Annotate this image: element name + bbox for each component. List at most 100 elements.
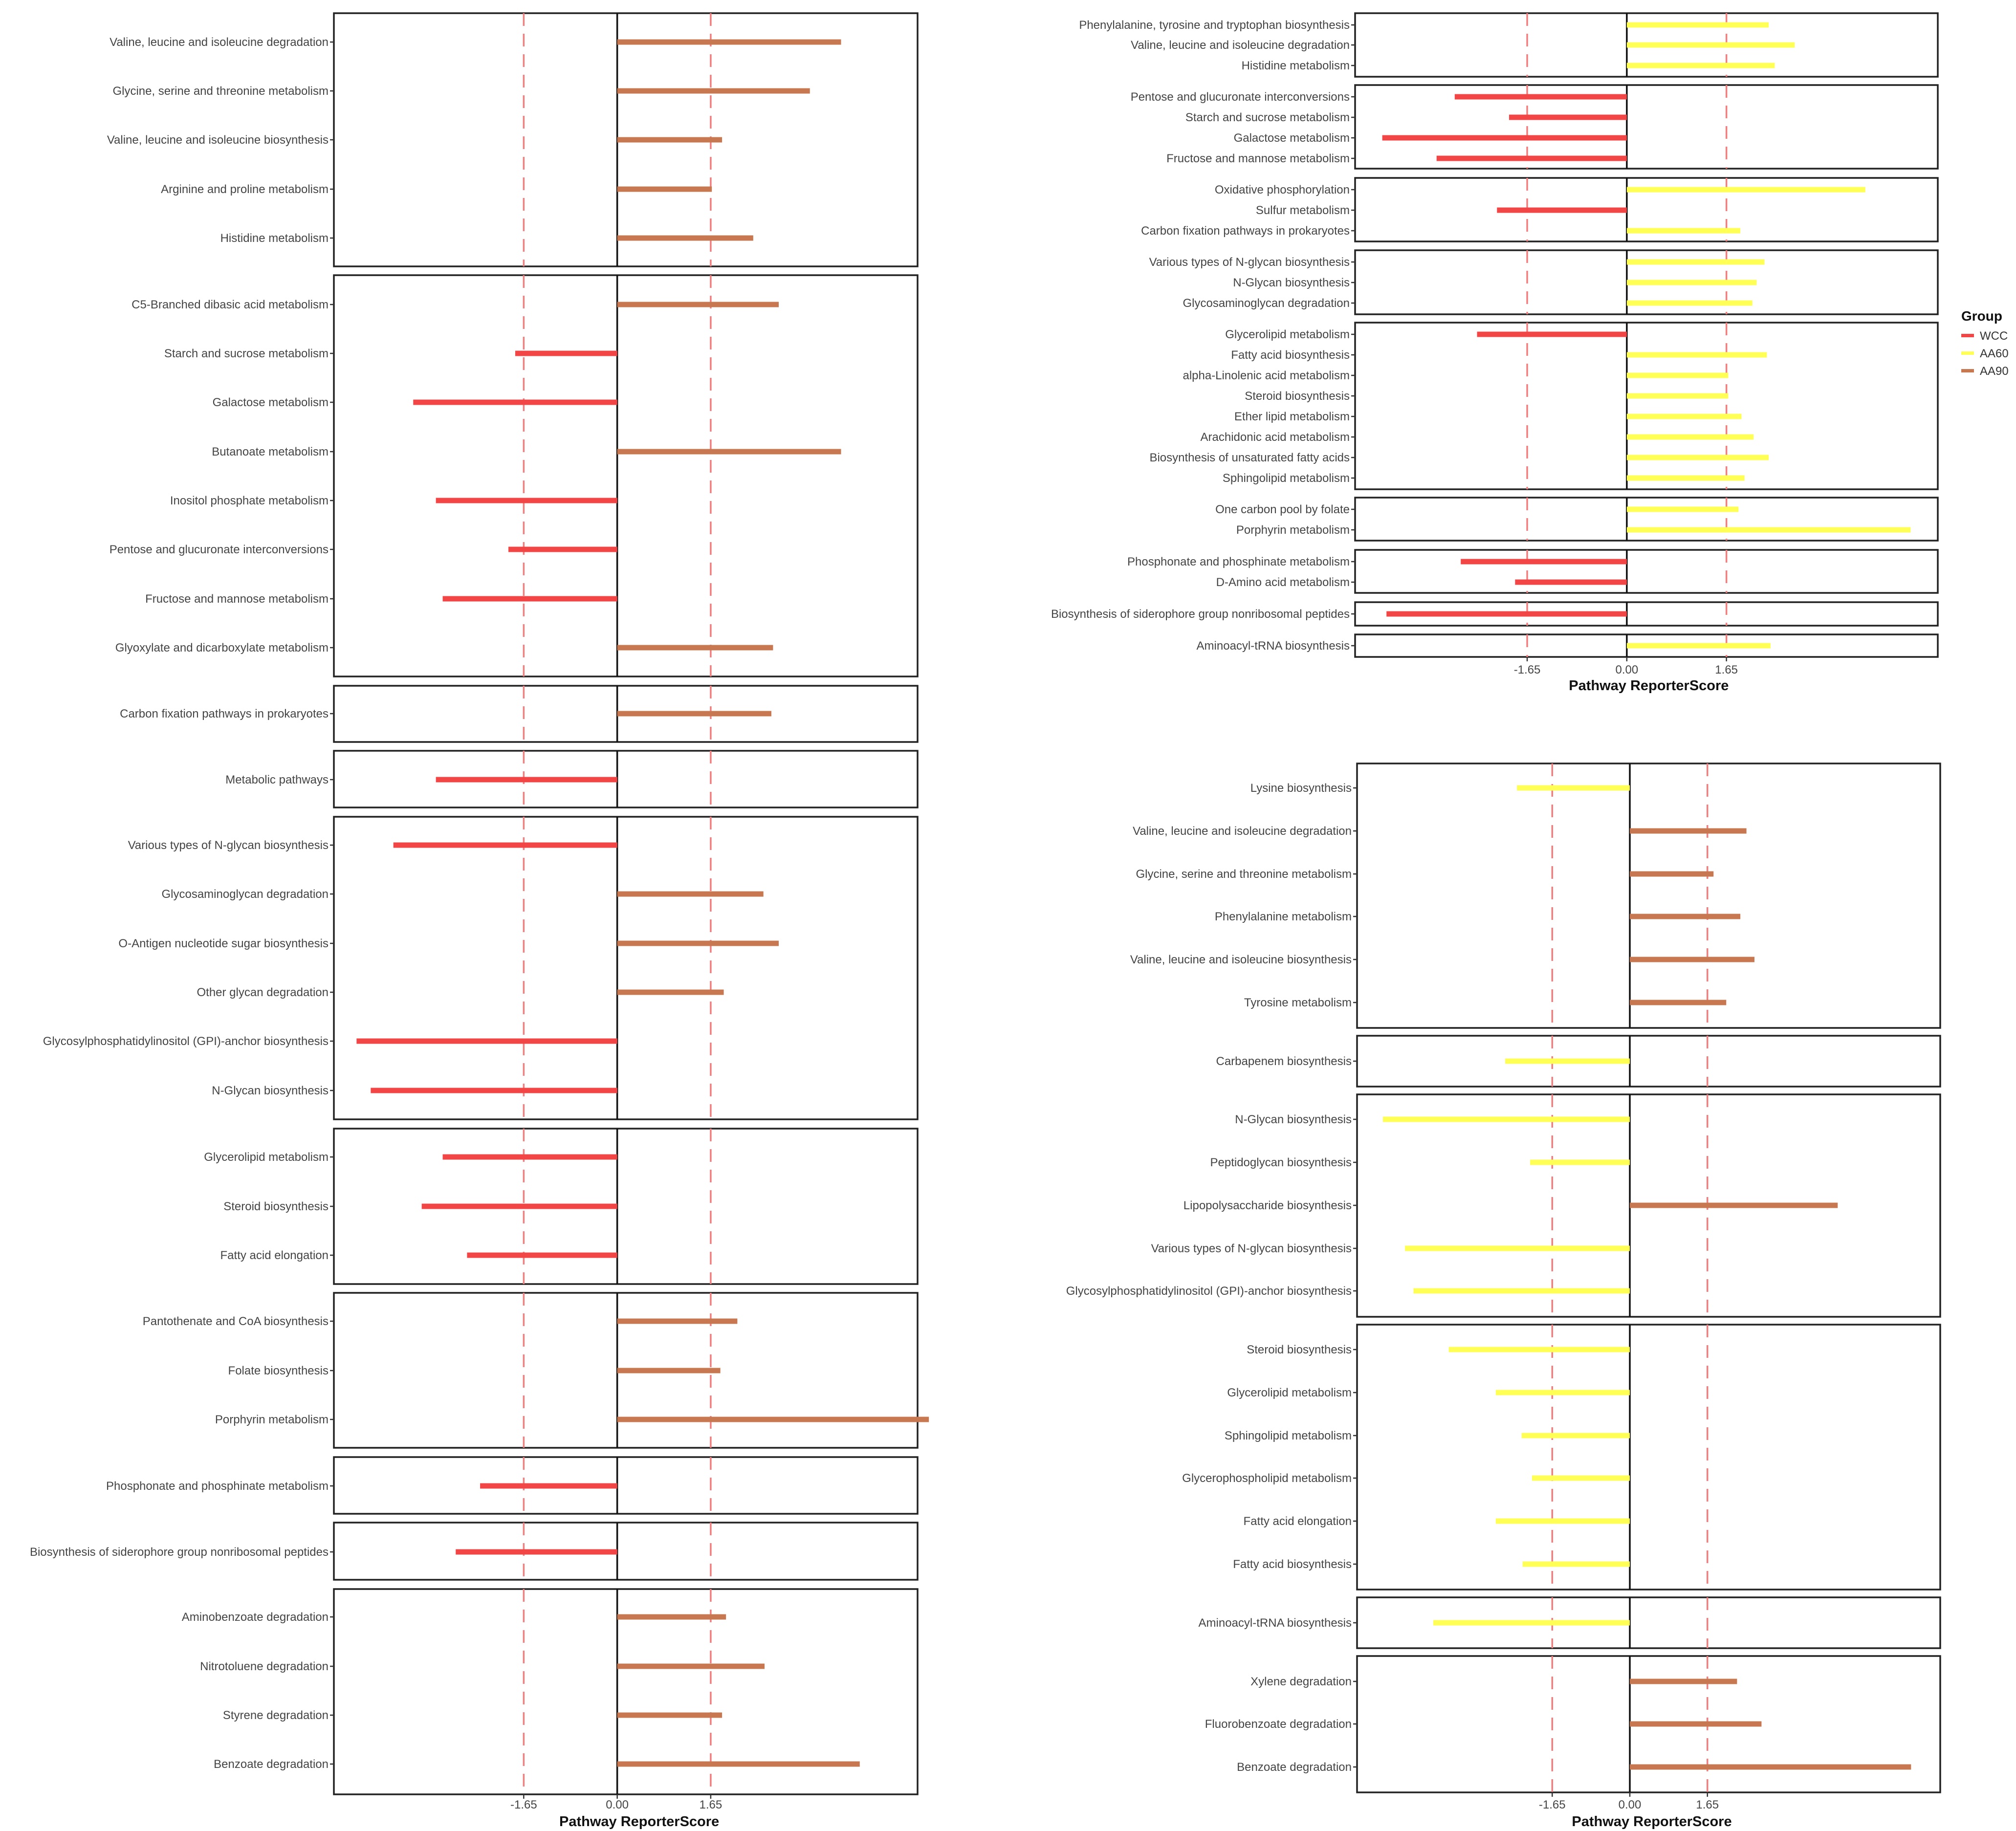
pathway-label: Aminoacyl-tRNA biosynthesis xyxy=(1197,639,1350,653)
pathway-label: Glycerolipid metabolism xyxy=(1227,1386,1352,1399)
bar-aa90 xyxy=(617,235,753,241)
pathway-label: Inositol phosphate metabolism xyxy=(170,494,329,507)
pathway-label: Carbapenem biosynthesis xyxy=(1216,1055,1352,1068)
legend-title: Group xyxy=(1961,308,2002,324)
pathway-label: Valine, leucine and isoleucine degradati… xyxy=(1133,825,1352,838)
bar-aa90 xyxy=(617,302,779,307)
bar-wcc xyxy=(515,350,617,356)
facet-panel: Carbon fixation pathways in prokaryotes xyxy=(120,685,919,743)
pathway-label: Fatty acid biosynthesis xyxy=(1231,349,1350,362)
legend-swatch-wcc xyxy=(1961,334,1974,337)
facet-panel: One carbon pool by folate Porphyrin metab… xyxy=(1215,497,1939,542)
pathway-label: Various types of N-glycan biosynthesis xyxy=(1151,1242,1352,1255)
facet-panel: Various types of N-glycan biosynthesis N-… xyxy=(1149,249,1939,315)
pathway-label: Pentose and glucuronate interconversions xyxy=(1131,90,1350,104)
bar-wcc xyxy=(467,1252,617,1258)
x-tick-label: 0.00 xyxy=(1619,1798,1642,1811)
pathway-label: Benzoate degradation xyxy=(214,1758,329,1771)
facet-panel: Aminoacyl-tRNA biosynthesis xyxy=(1199,1596,1941,1649)
bar-wcc xyxy=(456,1549,617,1555)
bar-wcc xyxy=(1477,331,1627,337)
facet-panel: Steroid biosynthesis Glycerolipid metabol… xyxy=(1182,1324,1941,1591)
facet-panel: Carbapenem biosynthesis xyxy=(1216,1035,1941,1088)
pathway-label: Porphyrin metabolism xyxy=(1236,523,1350,537)
facet-panel: Oxidative phosphorylation Sulfur metaboli… xyxy=(1141,177,1939,242)
pathway-label: Glycosaminoglycan degradation xyxy=(1183,297,1350,310)
bar-aa90 xyxy=(617,88,810,94)
bar-aa90 xyxy=(617,1761,860,1767)
facet-panel: N-Glycan biosynthesis Peptidoglycan biosy… xyxy=(1066,1093,1941,1318)
pathway-label: Various types of N-glycan biosynthesis xyxy=(1149,256,1350,269)
x-tick-label: 0.00 xyxy=(1615,663,1638,676)
bar-aa60 xyxy=(1626,280,1757,285)
bar-aa90 xyxy=(617,1614,726,1620)
bar-aa60 xyxy=(1626,455,1769,460)
pathway-label: Xylene degradation xyxy=(1250,1675,1352,1688)
facet-panel: Pentose and glucuronate interconversions… xyxy=(1131,84,1939,170)
panel-border xyxy=(1354,322,1939,490)
pathway-label: Butanoate metabolism xyxy=(212,445,329,458)
bar-wcc xyxy=(508,546,617,552)
bar-aa90 xyxy=(617,1663,765,1669)
pathway-label: Fatty acid elongation xyxy=(1244,1515,1352,1528)
facet-panel: Glycerolipid metabolism Fatty acid biosyn… xyxy=(1149,322,1939,490)
bar-aa60 xyxy=(1626,475,1745,481)
bar-aa90 xyxy=(617,1417,929,1422)
pathway-label: Glycerolipid metabolism xyxy=(1225,328,1350,341)
pathway-label: Valine, leucine and isoleucine biosynthe… xyxy=(1130,953,1352,966)
bar-aa60 xyxy=(1505,1058,1630,1064)
pathway-label: Lipopolysaccharide biosynthesis xyxy=(1183,1199,1352,1212)
bar-wcc xyxy=(1386,611,1627,617)
pathway-label: Aminoacyl-tRNA biosynthesis xyxy=(1199,1616,1352,1630)
panel-border xyxy=(1354,84,1939,170)
panel-border xyxy=(333,1522,919,1581)
x-axis-title: Pathway ReporterScore xyxy=(559,1814,719,1830)
pathway-label: N-Glycan biosynthesis xyxy=(1235,1113,1352,1126)
pathway-label: Biosynthesis of siderophore group nonrib… xyxy=(1051,608,1350,621)
legend-label-aa60: AA60 xyxy=(1980,347,2009,360)
facet-panel: C5-Branched dibasic acid metabolism Starc… xyxy=(110,274,919,677)
panel-border xyxy=(1356,1324,1941,1591)
bar-aa90 xyxy=(1630,1678,1737,1684)
bar-wcc xyxy=(1497,207,1627,213)
bar-aa60 xyxy=(1626,352,1767,358)
bar-wcc xyxy=(1454,94,1627,100)
pathway-label: Phosphonate and phosphinate metabolism xyxy=(1127,555,1350,568)
bar-wcc xyxy=(421,1203,617,1209)
panel-border xyxy=(1356,763,1941,1029)
facet-panel: Lysine biosynthesis Valine, leucine and i… xyxy=(1130,763,1941,1029)
pathway-label: alpha-Linolenic acid metabolism xyxy=(1183,369,1350,382)
bar-aa90 xyxy=(617,940,779,946)
bar-aa60 xyxy=(1532,1475,1630,1481)
facet-panel: Phenylalanine, tyrosine and tryptophan b… xyxy=(1079,12,1939,78)
pathway-label: Glycosaminoglycan degradation xyxy=(161,888,329,901)
bar-wcc xyxy=(393,842,617,848)
pathway-label: Styrene degradation xyxy=(223,1709,329,1722)
facet-panel: Aminobenzoate degradation Nitrotoluene de… xyxy=(182,1588,919,1795)
facet-panel: Xylene degradation Fluorobenzoate degrada… xyxy=(1205,1655,1941,1793)
x-axis-title: Pathway ReporterScore xyxy=(1572,1814,1731,1830)
pathway-label: Carbon fixation pathways in prokaryotes xyxy=(1141,224,1350,238)
pathway-label: O-Antigen nucleotide sugar biosynthesis xyxy=(118,937,329,950)
pathway-label: Valine, leucine and isoleucine degradati… xyxy=(1131,39,1350,52)
facet-panel: Pantothenate and CoA biosynthesis Folate … xyxy=(143,1292,929,1449)
pathway-label: Ether lipid metabolism xyxy=(1234,410,1350,423)
bar-aa60 xyxy=(1626,434,1754,440)
bar-aa60 xyxy=(1626,259,1765,265)
pathway-label: Other glycan degradation xyxy=(197,986,329,999)
bar-aa60 xyxy=(1626,506,1739,512)
x-axis-title: Pathway ReporterScore xyxy=(1569,678,1729,694)
bar-wcc xyxy=(413,399,617,405)
bar-wcc xyxy=(442,1154,617,1160)
bar-aa60 xyxy=(1626,187,1865,193)
bar-aa60 xyxy=(1626,22,1769,28)
pathway-label: Steroid biosynthesis xyxy=(1245,390,1350,403)
chart-bottom-right: Lysine biosynthesis Valine, leucine and i… xyxy=(1066,763,1941,1830)
bar-aa60 xyxy=(1495,1518,1630,1524)
pathway-label: Arginine and proline metabolism xyxy=(161,183,329,196)
bar-aa60 xyxy=(1626,643,1771,649)
panel-border xyxy=(333,816,919,1120)
bar-aa60 xyxy=(1626,300,1753,306)
panel-border xyxy=(333,1128,919,1285)
bar-aa90 xyxy=(617,1712,723,1718)
